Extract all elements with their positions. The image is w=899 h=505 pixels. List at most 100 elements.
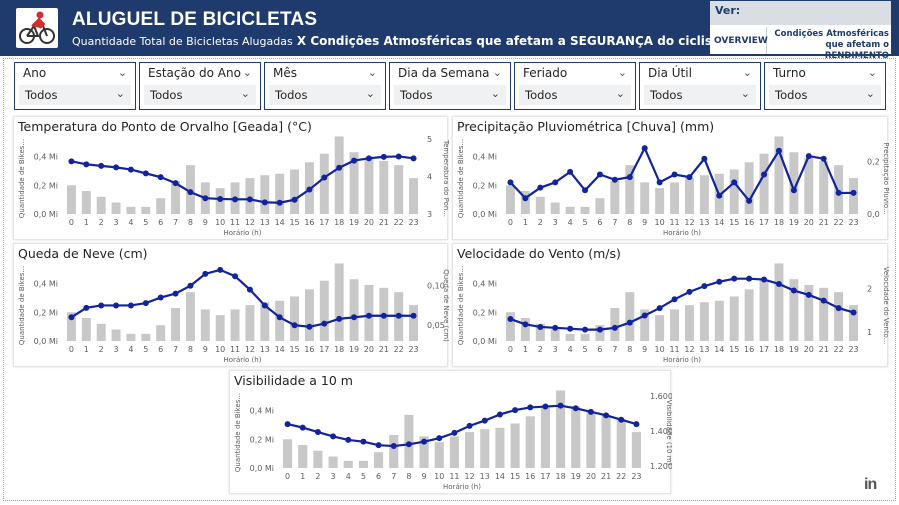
bar: [290, 169, 300, 214]
x-tick-label: 20: [804, 345, 814, 354]
line-point: [365, 312, 372, 319]
x-tick-label: 11: [669, 218, 679, 227]
y-tick-label: 0,2 Mi: [473, 181, 497, 190]
x-tick-label: 15: [729, 345, 739, 354]
x-tick-label: 2: [315, 472, 320, 481]
y2-axis-title: Visibilidade (10 m): [665, 400, 672, 466]
slicer-dropdown[interactable]: Todos ⌄: [644, 85, 756, 105]
line-point: [582, 187, 589, 194]
chevron-down-icon[interactable]: ⌄: [492, 66, 502, 79]
bar: [525, 416, 535, 468]
line-point: [537, 184, 544, 191]
x-tick-label: 2: [99, 345, 104, 354]
slicer-dropdown[interactable]: Todos ⌄: [269, 85, 381, 105]
chevron-down-icon[interactable]: ⌄: [867, 66, 877, 79]
x-tick-label: 17: [759, 345, 769, 354]
x-tick-label: 10: [215, 218, 225, 227]
line-point: [656, 305, 663, 312]
line-point: [299, 424, 306, 431]
line-point: [567, 325, 574, 332]
bar: [200, 309, 210, 341]
page-navigator: Ver: OVERVIEW Condições Atmosféricas que…: [710, 1, 891, 61]
slicer-dropdown[interactable]: Todos ⌄: [19, 85, 131, 105]
chevron-down-icon[interactable]: ⌄: [242, 66, 252, 79]
bar: [535, 196, 545, 214]
linkedin-icon[interactable]: in: [864, 476, 877, 493]
y2-tick-label: 0,05: [427, 321, 445, 330]
line-point: [306, 186, 313, 193]
x-tick-label: 16: [744, 218, 754, 227]
x-tick-label: 23: [408, 345, 418, 354]
slicer-dropdown[interactable]: Todos ⌄: [394, 85, 506, 105]
line-point: [98, 162, 105, 169]
x-tick-label: 12: [684, 345, 694, 354]
slicer-value: Todos: [25, 88, 58, 102]
line-point: [232, 273, 239, 280]
slicer-ano: Ano ⌄ Todos ⌄: [14, 62, 136, 110]
x-tick-label: 0: [508, 345, 513, 354]
y2-tick-label: 0,10: [427, 282, 445, 291]
bar: [389, 434, 399, 468]
line-point: [626, 319, 633, 326]
line-point: [775, 280, 782, 287]
x-tick-label: 5: [361, 472, 366, 481]
bar: [510, 423, 520, 468]
x-tick-label: 9: [203, 345, 208, 354]
x-tick-label: 3: [331, 472, 336, 481]
chevron-down-icon: ⌄: [115, 87, 125, 100]
x-tick-label: 12: [245, 345, 255, 354]
line-point: [410, 155, 417, 162]
x-tick-label: 23: [631, 472, 641, 481]
chevron-down-icon[interactable]: ⌄: [742, 66, 752, 79]
bar: [640, 309, 650, 341]
x-tick-label: 9: [422, 472, 427, 481]
chart-title: Temperatura do Ponto de Orvalho [Geada] …: [18, 119, 312, 134]
line-point: [496, 411, 503, 418]
chevron-down-icon[interactable]: ⌄: [117, 66, 127, 79]
bar: [565, 333, 575, 341]
bar: [156, 325, 166, 341]
nav-rendimento-button[interactable]: Condições Atmosféricas que afetam o REND…: [768, 27, 891, 61]
chevron-down-icon[interactable]: ⌄: [617, 66, 627, 79]
chevron-down-icon: ⌄: [740, 87, 750, 100]
line-point: [731, 179, 738, 186]
line-point: [113, 302, 120, 309]
x-tick-label: 18: [334, 345, 344, 354]
slicer-label: Mês: [273, 66, 297, 80]
x-tick-label: 1: [300, 472, 305, 481]
nav-overview-button[interactable]: OVERVIEW: [710, 27, 768, 54]
bar: [849, 305, 859, 341]
line-point: [611, 324, 618, 331]
line-point: [351, 314, 358, 321]
slicer-dropdown[interactable]: Todos ⌄: [144, 85, 256, 105]
x-tick-label: 7: [173, 345, 178, 354]
slicer-dropdown[interactable]: Todos ⌄: [769, 85, 881, 105]
bar: [601, 414, 611, 468]
y2-tick-label: 4: [427, 172, 432, 181]
x-tick-label: 6: [158, 345, 163, 354]
line-point: [336, 315, 343, 322]
line-point: [375, 442, 382, 449]
y2-tick-label: 1: [867, 328, 872, 337]
line-point: [835, 189, 842, 196]
x-tick-label: 7: [612, 218, 617, 227]
line-point: [436, 435, 443, 442]
y-tick-label: 0,2 Mi: [34, 181, 58, 190]
bar: [319, 280, 329, 341]
chevron-down-icon[interactable]: ⌄: [367, 66, 377, 79]
line-point: [330, 433, 337, 440]
slicer-label: Estação do Ano: [148, 66, 241, 80]
line-point: [805, 153, 812, 160]
bar: [319, 153, 329, 214]
line-point: [552, 324, 559, 331]
slicer-label: Dia Útil: [648, 66, 692, 80]
x-tick-label: 22: [616, 472, 626, 481]
x-tick-label: 12: [245, 218, 255, 227]
bar: [699, 175, 709, 214]
line-point: [360, 438, 367, 445]
x-tick-label: 10: [655, 218, 665, 227]
x-tick-label: 21: [601, 472, 611, 481]
slicer-dropdown[interactable]: Todos ⌄: [519, 85, 631, 105]
x-tick-label: 1: [84, 345, 89, 354]
bar: [141, 206, 151, 214]
